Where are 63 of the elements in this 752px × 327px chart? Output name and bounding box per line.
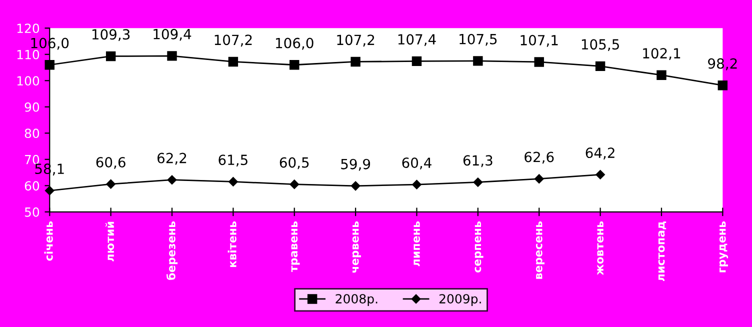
point	[718, 80, 728, 90]
data-label: 60,6	[96, 156, 126, 169]
point	[167, 175, 177, 184]
data-label: 105,5	[582, 39, 619, 52]
data-label: 59,9	[341, 158, 370, 171]
point	[350, 56, 360, 67]
y-tick-label: 80	[24, 128, 40, 138]
point	[350, 181, 360, 191]
point	[473, 56, 483, 66]
x-tick-label: червень	[352, 221, 361, 273]
point	[656, 70, 666, 80]
x-tick-label: квітень	[228, 221, 236, 268]
point	[290, 180, 299, 189]
x-tick-label: серпень	[474, 221, 484, 272]
point	[596, 170, 605, 180]
y-tick-label: 110	[17, 50, 40, 60]
x-tick-label: грудень	[719, 221, 728, 272]
data-label: 107,4	[398, 34, 436, 46]
x-tick-label: листопад	[658, 222, 666, 282]
x-tick-label: вересень	[536, 221, 544, 279]
point	[167, 51, 177, 61]
x-tick-label: січень	[44, 221, 53, 261]
data-label: 60,5	[280, 157, 309, 170]
data-label: 107,5	[460, 34, 497, 46]
data-label: 58,1	[35, 164, 64, 176]
legend-label: 2009р.	[439, 294, 481, 306]
legend-label: 2008р.	[336, 294, 378, 306]
point	[228, 177, 238, 186]
data-label: 107,2	[337, 34, 374, 47]
data-label: 102,1	[643, 48, 680, 60]
y-tick-label: 120	[17, 24, 40, 34]
data-label: 107,1	[520, 34, 558, 47]
y-tick-label: 100	[17, 76, 40, 86]
x-tick-label: травень	[291, 221, 300, 272]
point	[412, 56, 422, 66]
data-label: 60,4	[402, 158, 432, 170]
point	[595, 61, 606, 72]
point	[290, 60, 300, 70]
data-label: 106,0	[31, 38, 69, 50]
x-tick-label: липень	[414, 221, 420, 266]
data-label: 107,2	[214, 34, 252, 47]
point	[106, 51, 116, 62]
data-label: 62,2	[158, 152, 186, 165]
y-tick-label: 90	[24, 102, 40, 112]
data-label: 62,6	[524, 152, 554, 164]
data-label: 64,2	[586, 148, 614, 160]
data-label: 61,3	[463, 155, 492, 168]
y-tick-label: 50	[24, 207, 40, 217]
data-label: 61,5	[218, 154, 248, 167]
data-label: 109,4	[154, 28, 192, 41]
point	[534, 57, 544, 67]
data-label: 109,3	[92, 29, 130, 42]
point	[412, 180, 422, 190]
x-tick-label: лютий	[105, 222, 114, 262]
point	[228, 56, 238, 67]
point	[106, 179, 116, 189]
x-tick-label: жовтень	[597, 221, 604, 276]
y-tick-label: 60	[24, 181, 40, 191]
y-tick-label: 70	[25, 154, 40, 164]
point	[473, 178, 483, 187]
x-tick-label: березень	[166, 221, 178, 280]
data-label: 106,0	[276, 38, 314, 50]
point	[534, 174, 544, 184]
